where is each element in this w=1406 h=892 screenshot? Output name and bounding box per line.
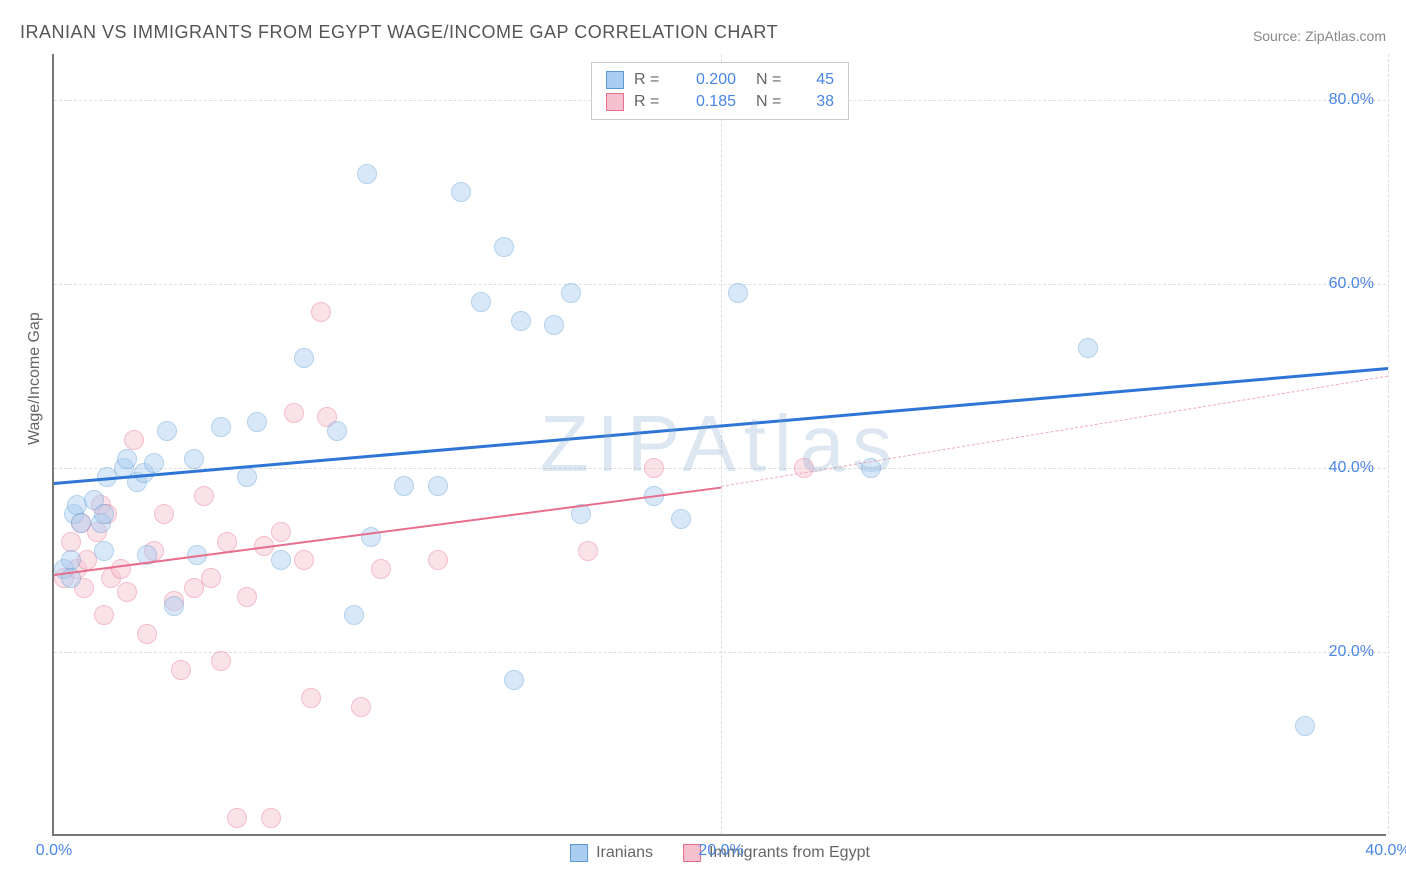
legend-n-value-iranians: 45 (804, 71, 834, 89)
iranians-point (271, 550, 291, 570)
legend-swatch-iranians (606, 71, 624, 89)
egypt-point (227, 808, 247, 828)
egypt-point (61, 532, 81, 552)
iranians-point (728, 283, 748, 303)
egypt-point (211, 651, 231, 671)
iranians-point (344, 605, 364, 625)
iranians-point (144, 453, 164, 473)
iranians-point (294, 348, 314, 368)
egypt-point (171, 660, 191, 680)
egypt-point (217, 532, 237, 552)
gridline-h (54, 652, 1386, 653)
iranians-point (671, 509, 691, 529)
legend-n-label: N = (756, 71, 794, 89)
x-tick-label: 20.0% (698, 842, 743, 860)
legend-n-value-egypt: 38 (804, 93, 834, 111)
x-tick-label: 40.0% (1365, 842, 1406, 860)
egypt-point (194, 486, 214, 506)
egypt-point (271, 522, 291, 542)
egypt-point (137, 624, 157, 644)
iranians-point (357, 164, 377, 184)
egypt-point (237, 587, 257, 607)
iranians-point (544, 315, 564, 335)
legend-r-label: R = (634, 93, 670, 111)
egypt-point (124, 430, 144, 450)
iranians-point (157, 421, 177, 441)
legend-swatch-egypt (606, 93, 624, 111)
egypt-point (201, 568, 221, 588)
iranians-point (237, 467, 257, 487)
iranians-point (361, 527, 381, 547)
egypt-point (794, 458, 814, 478)
source-attribution: Source: ZipAtlas.com (1253, 28, 1386, 44)
egypt-point (261, 808, 281, 828)
egypt-point (301, 688, 321, 708)
y-axis-label: Wage/Income Gap (26, 312, 44, 445)
iranians-point (428, 476, 448, 496)
iranians-point (451, 182, 471, 202)
egypt-point (428, 550, 448, 570)
egypt-point (371, 559, 391, 579)
egypt-trendline-extrapolated (721, 376, 1388, 487)
egypt-point (578, 541, 598, 561)
iranians-point (561, 283, 581, 303)
iranians-point (1078, 338, 1098, 358)
legend-row-egypt: R = 0.185 N = 38 (606, 91, 834, 113)
legend-r-label: R = (634, 71, 670, 89)
iranians-point (504, 670, 524, 690)
chart-container: IRANIAN VS IMMIGRANTS FROM EGYPT WAGE/IN… (0, 0, 1406, 892)
correlation-legend: R = 0.200 N = 45 R = 0.185 N = 38 (591, 62, 849, 120)
iranians-point (394, 476, 414, 496)
gridline-v (721, 54, 722, 834)
egypt-point (644, 458, 664, 478)
iranians-point (327, 421, 347, 441)
iranians-point (117, 449, 137, 469)
gridline-v (1388, 54, 1389, 834)
iranians-point (471, 292, 491, 312)
egypt-point (284, 403, 304, 423)
iranians-point (1295, 716, 1315, 736)
iranians-point (184, 449, 204, 469)
iranians-point (94, 541, 114, 561)
y-tick-label: 40.0% (1329, 459, 1374, 477)
watermark-text: ZIPAtlas (540, 398, 900, 490)
egypt-point (311, 302, 331, 322)
iranians-point (494, 237, 514, 257)
x-tick-label: 0.0% (36, 842, 72, 860)
iranians-point (71, 513, 91, 533)
egypt-point (154, 504, 174, 524)
iranians-point (247, 412, 267, 432)
y-tick-label: 20.0% (1329, 643, 1374, 661)
plot-area: ZIPAtlas R = 0.200 N = 45 R = 0.185 N = … (52, 54, 1386, 836)
legend-swatch-iranians-icon (570, 844, 588, 862)
iranians-point (164, 596, 184, 616)
iranians-point (511, 311, 531, 331)
legend-r-value-egypt: 0.185 (680, 93, 736, 111)
legend-r-value-iranians: 0.200 (680, 71, 736, 89)
legend-row-iranians: R = 0.200 N = 45 (606, 69, 834, 91)
egypt-point (294, 550, 314, 570)
legend-n-label: N = (756, 93, 794, 111)
egypt-point (351, 697, 371, 717)
iranians-point (61, 550, 81, 570)
legend-label-iranians: Iranians (596, 844, 653, 862)
gridline-h (54, 284, 1386, 285)
y-tick-label: 60.0% (1329, 275, 1374, 293)
iranians-point (94, 504, 114, 524)
legend-item-iranians: Iranians (570, 844, 653, 862)
egypt-point (117, 582, 137, 602)
iranians-point (211, 417, 231, 437)
chart-title: IRANIAN VS IMMIGRANTS FROM EGYPT WAGE/IN… (20, 22, 778, 43)
egypt-point (111, 559, 131, 579)
y-tick-label: 80.0% (1329, 91, 1374, 109)
egypt-point (94, 605, 114, 625)
